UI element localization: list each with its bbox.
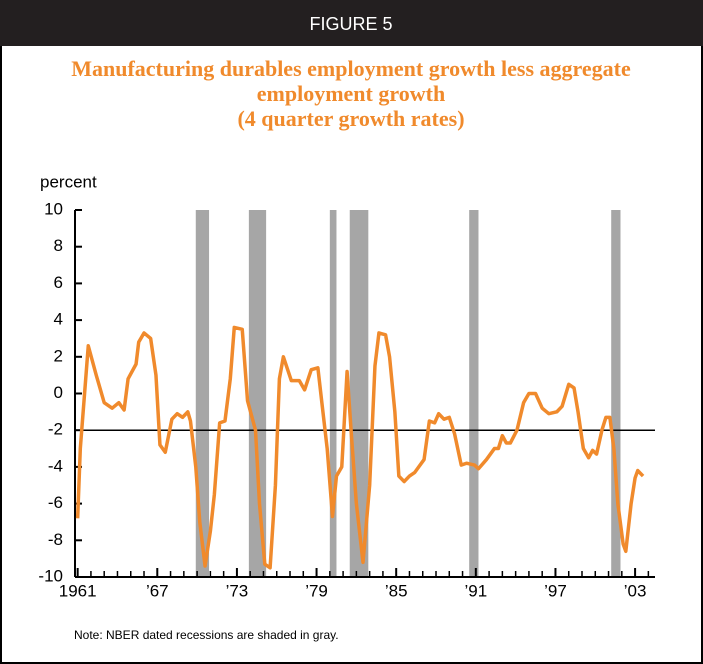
recession-band — [469, 210, 479, 577]
y-tick-label: 4 — [54, 310, 63, 329]
recession-band — [195, 210, 210, 577]
chart-title: employment growth — [257, 81, 445, 106]
y-tick-label: 6 — [54, 273, 63, 292]
x-tick-label: ’03 — [624, 581, 647, 600]
recession-band — [248, 210, 267, 577]
data-line — [75, 325, 645, 570]
recession-band — [329, 210, 337, 577]
x-tick-label: ’79 — [305, 581, 328, 600]
y-tick-label: -2 — [48, 420, 63, 439]
y-tick-label: 2 — [54, 346, 63, 365]
x-tick-label: 1961 — [59, 581, 97, 600]
x-tick-label: ’97 — [544, 581, 567, 600]
y-tick-label: 10 — [44, 199, 63, 218]
figure-label: FIGURE 5 — [309, 14, 392, 34]
chart-title: (4 quarter growth rates) — [237, 106, 464, 131]
y-axis-label: percent — [40, 172, 97, 191]
y-tick-label: 0 — [54, 383, 63, 402]
y-tick-label: -10 — [38, 566, 63, 585]
x-tick-label: ’85 — [385, 581, 408, 600]
x-tick-label: ’73 — [226, 581, 249, 600]
x-tick-label: ’91 — [464, 581, 487, 600]
note: Note: NBER dated recessions are shaded i… — [74, 628, 339, 642]
y-tick-label: -4 — [48, 456, 63, 475]
y-tick-label: -8 — [48, 530, 63, 549]
x-tick-label: ’67 — [146, 581, 169, 600]
chart-title: Manufacturing durables employment growth… — [71, 56, 631, 81]
y-tick-label: 8 — [54, 236, 63, 255]
recession-band — [611, 210, 621, 577]
header-bar — [0, 0, 703, 46]
y-tick-label: -6 — [48, 493, 63, 512]
